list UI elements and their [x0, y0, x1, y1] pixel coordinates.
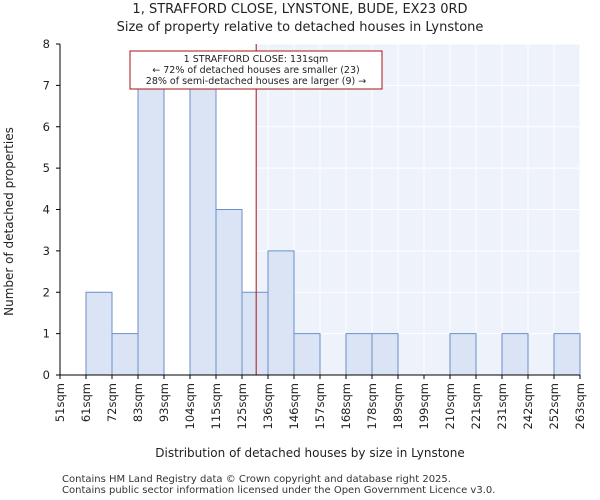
bars	[85, 84, 581, 376]
bar	[215, 209, 243, 376]
bar	[293, 333, 321, 376]
x-tick-label: 199sqm	[417, 383, 431, 429]
chart-title: Size of property relative to detached ho…	[116, 20, 484, 35]
bar	[137, 84, 165, 376]
x-tick-label: 115sqm	[209, 383, 223, 429]
x-tick-label: 136sqm	[261, 383, 275, 429]
footer-licence: Contains public sector information licen…	[62, 485, 496, 496]
annotation-line-2: ← 72% of detached houses are smaller (23…	[152, 65, 359, 76]
x-tick-label: 146sqm	[287, 383, 301, 429]
x-tick-label: 178sqm	[365, 383, 379, 429]
annotation-border	[129, 50, 383, 90]
x-tick-label: 125sqm	[235, 383, 249, 429]
x-tick-label: 104sqm	[183, 383, 197, 429]
bar	[189, 84, 217, 376]
annotation-line-1: 1 STRAFFORD CLOSE: 131sqm	[184, 54, 329, 65]
y-axis-label: Number of detached properties	[2, 127, 16, 316]
y-tick-label: 1	[43, 327, 50, 341]
x-tick-label: 157sqm	[313, 383, 327, 429]
x-tick-label: 242sqm	[521, 383, 535, 429]
x-tick-label: 263sqm	[573, 383, 587, 429]
x-tick-label: 61sqm	[79, 383, 93, 422]
y-tick-label: 0	[43, 368, 50, 382]
x-tick-label: 168sqm	[339, 383, 353, 429]
x-tick-labels: 51sqm 61sqm 72sqm 83sqm 93sqm 104sqm 115sqm 125…	[53, 375, 587, 429]
chart-title-address: 1, STRAFFORD CLOSE, LYNSTONE, BUDE, EX23…	[132, 2, 468, 17]
bar	[345, 333, 373, 376]
y-tick-label: 7	[43, 78, 50, 92]
y-tick-label: 5	[43, 161, 50, 175]
x-tick-label: 252sqm	[547, 383, 561, 429]
x-tick-label: 210sqm	[443, 383, 457, 429]
y-tick-label: 3	[43, 244, 50, 258]
bar	[371, 333, 399, 376]
x-tick-label: 231sqm	[495, 383, 509, 429]
annotation-line-3: 28% of semi-detached houses are larger (…	[146, 76, 366, 87]
x-axis-label: Distribution of detached houses by size …	[155, 446, 464, 460]
bar	[501, 333, 529, 376]
bar	[267, 250, 295, 376]
y-tick-labels: 0 1 2 3 4 5 6 7 8	[43, 37, 60, 382]
y-tick-label: 4	[43, 203, 50, 217]
bar	[111, 333, 139, 376]
x-tick-label: 72sqm	[105, 383, 119, 422]
y-tick-label: 6	[43, 120, 50, 134]
x-tick-label: 93sqm	[157, 383, 171, 422]
x-tick-label: 189sqm	[391, 383, 405, 429]
x-tick-label: 83sqm	[131, 383, 145, 422]
bar	[553, 333, 581, 376]
bar	[449, 333, 477, 376]
annotation-box: 1 STRAFFORD CLOSE: 131sqm ← 72% of detac…	[129, 50, 383, 90]
y-tick-label: 2	[43, 285, 50, 299]
bar	[241, 291, 269, 376]
footer-copyright: Contains HM Land Registry data © Crown c…	[62, 474, 451, 485]
x-tick-label: 221sqm	[469, 383, 483, 429]
y-tick-label: 8	[43, 37, 50, 51]
x-tick-label: 51sqm	[53, 383, 67, 422]
bar	[85, 291, 113, 376]
